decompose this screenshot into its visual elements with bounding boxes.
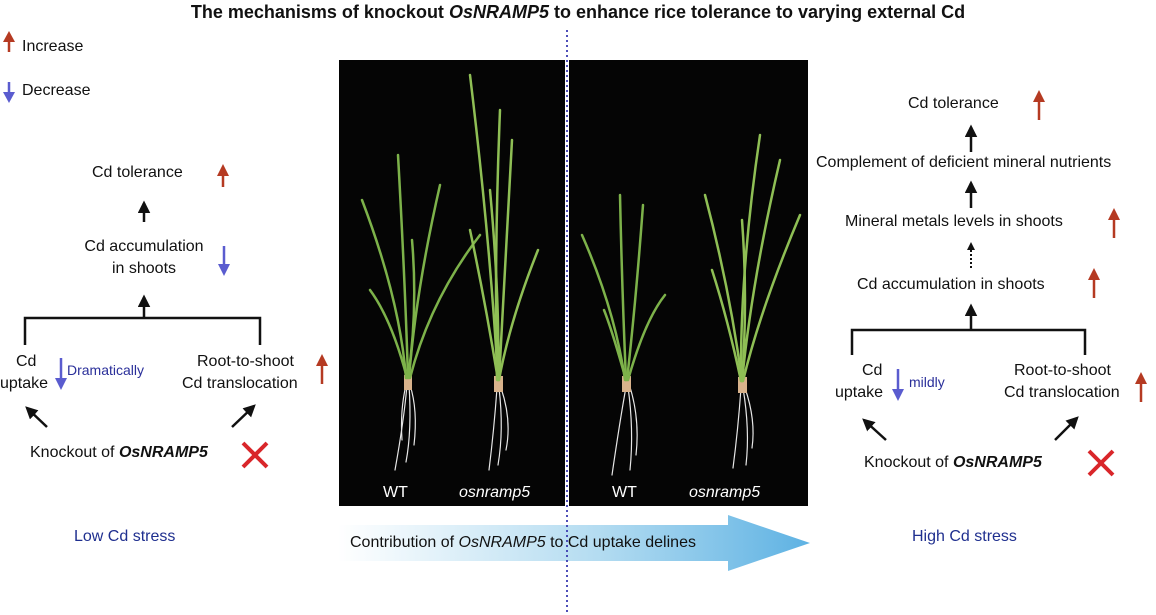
photo-left-wt-label: WT: [383, 484, 408, 501]
photo-panel-left: WT osnramp5: [339, 60, 565, 506]
plant-left-wt: [360, 153, 482, 471]
left-translocation-line2: Cd translocation: [182, 375, 298, 392]
right-translocation-line1: Root-to-shoot: [1014, 362, 1111, 379]
right-translocation-line2: Cd translocation: [1004, 384, 1120, 401]
right-cross-icon: [1087, 449, 1115, 477]
plant-right-wt: [580, 193, 667, 476]
legend-increase-arrow-icon: [3, 31, 15, 52]
photo-right-mutant-label: osnramp5: [689, 484, 761, 501]
legend-decrease-label: Decrease: [22, 82, 91, 99]
figure-title: The mechanisms of knockout OsNRAMP5 to e…: [190, 2, 966, 22]
right-condition-label: High Cd stress: [912, 528, 1017, 545]
right-complement-label: Complement of deficient mineral nutrient…: [816, 154, 1112, 171]
left-flowchart-arrows: [23, 164, 328, 428]
plant-left-mutant: [468, 73, 540, 471]
left-uptake-line1: Cd: [16, 353, 37, 370]
right-knockout-label: Knockout of OsNRAMP5: [864, 454, 1042, 471]
legend-decrease-arrow-icon: [3, 82, 15, 103]
legend-increase-label: Increase: [22, 38, 84, 55]
plant-right-mutant: [703, 133, 802, 469]
right-flowchart-arrows: [850, 90, 1147, 441]
left-condition-label: Low Cd stress: [74, 528, 176, 545]
contribution-arrow: [338, 515, 810, 571]
right-mineral-label: Mineral metals levels in shoots: [845, 213, 1063, 230]
left-cross-icon: [241, 441, 269, 469]
photo-left-mutant-label: osnramp5: [459, 484, 531, 501]
right-cd-tolerance: Cd tolerance: [908, 95, 999, 112]
right-uptake-line1: Cd: [862, 362, 883, 379]
left-uptake-modifier: Dramatically: [67, 362, 145, 378]
left-uptake-line2: uptake: [0, 375, 49, 392]
photo-right-wt-label: WT: [612, 484, 637, 501]
left-translocation-line1: Root-to-shoot: [197, 353, 294, 370]
right-uptake-modifier: mildly: [909, 374, 945, 390]
contribution-label: Contribution of OsNRAMP5 to Cd uptake de…: [350, 534, 696, 551]
left-accumulation-line2: in shoots: [111, 260, 177, 277]
right-uptake-line2: uptake: [835, 384, 884, 401]
left-accumulation-line1: Cd accumulation: [84, 238, 204, 255]
left-knockout-label: Knockout of OsNRAMP5: [30, 444, 208, 461]
left-cd-tolerance: Cd tolerance: [92, 164, 183, 181]
right-accumulation-label: Cd accumulation in shoots: [857, 276, 1045, 293]
photo-panel-right: WT osnramp5: [569, 60, 808, 506]
